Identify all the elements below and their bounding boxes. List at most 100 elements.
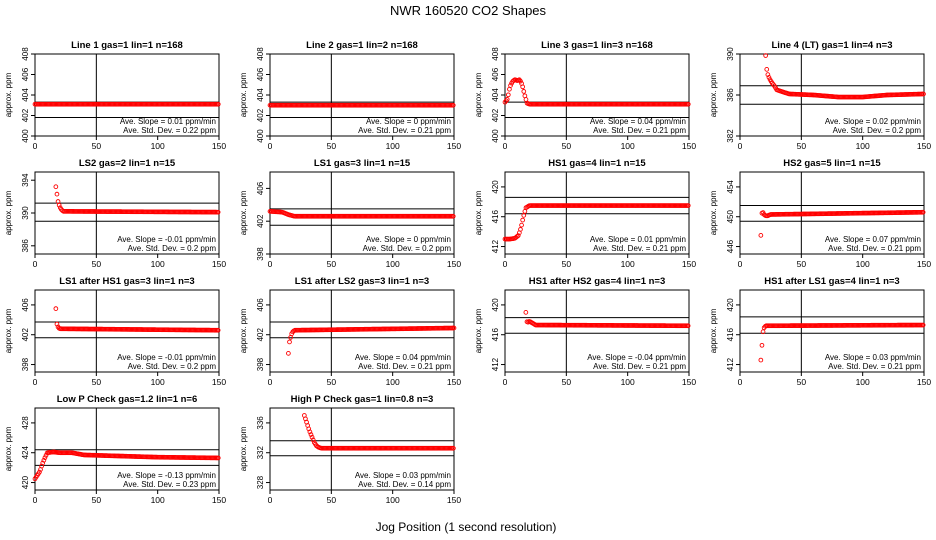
x-tick-label: 50 bbox=[797, 377, 807, 387]
x-tick-label: 0 bbox=[268, 377, 273, 387]
x-tick-label: 100 bbox=[151, 259, 165, 269]
data-point bbox=[451, 445, 456, 451]
data-point bbox=[53, 184, 59, 190]
y-axis-label: approx. ppm bbox=[4, 72, 13, 117]
panel-4: Line 4 (LT) gas=1 lin=4 n=3 approx. ppm 0 5… bbox=[709, 40, 931, 151]
data-point bbox=[519, 222, 524, 228]
y-tick-label: 406 bbox=[256, 67, 265, 81]
data-point bbox=[760, 329, 766, 335]
data-point bbox=[685, 323, 691, 329]
panel-title: HS1 gas=4 lin=1 n=15 bbox=[548, 158, 646, 169]
data-point bbox=[37, 469, 42, 475]
y-tick-label: 416 bbox=[491, 328, 500, 342]
stats-annotation: Ave. Slope = 0.02 ppm/min bbox=[825, 117, 921, 126]
x-tick-label: 150 bbox=[917, 259, 931, 269]
stats-annotation: Ave. Slope = -0.13 ppm/min bbox=[117, 471, 216, 480]
data-point bbox=[54, 191, 60, 197]
data-point bbox=[515, 233, 521, 238]
data-series bbox=[32, 101, 221, 107]
x-tick-label: 100 bbox=[386, 259, 400, 269]
y-tick-label: 406 bbox=[21, 298, 30, 312]
stats-annotation: Ave. Slope = 0.07 ppm/min bbox=[825, 235, 921, 244]
y-axis-label: approx. ppm bbox=[239, 72, 248, 117]
data-point bbox=[921, 91, 926, 97]
data-series bbox=[53, 306, 221, 333]
plot-frame bbox=[34, 407, 220, 491]
y-axis-label: approx. ppm bbox=[4, 308, 13, 353]
x-tick-label: 150 bbox=[447, 259, 461, 269]
x-tick-label: 100 bbox=[386, 141, 400, 151]
data-point bbox=[514, 234, 520, 239]
x-tick-label: 0 bbox=[33, 259, 38, 269]
x-tick-label: 100 bbox=[621, 377, 635, 387]
stats-annotation: Ave. Slope = 0 ppm/min bbox=[366, 235, 451, 244]
data-point bbox=[521, 213, 527, 218]
data-series bbox=[758, 209, 926, 238]
y-tick-label: 404 bbox=[256, 88, 265, 102]
data-point bbox=[505, 92, 511, 98]
data-point bbox=[521, 89, 527, 94]
y-tick-label: 406 bbox=[256, 298, 265, 312]
x-tick-label: 50 bbox=[797, 259, 807, 269]
data-point bbox=[56, 202, 62, 208]
y-tick-label: 454 bbox=[726, 180, 735, 194]
x-tick-label: 0 bbox=[33, 377, 38, 387]
x-tick-label: 150 bbox=[447, 495, 461, 505]
stats-annotation: Ave. Std. Dev. = 0.21 ppm bbox=[828, 362, 921, 371]
y-tick-label: 412 bbox=[726, 357, 735, 371]
x-tick-label: 100 bbox=[151, 495, 165, 505]
plot-frame bbox=[269, 289, 455, 373]
x-tick-label: 50 bbox=[562, 259, 572, 269]
x-tick-label: 0 bbox=[503, 259, 508, 269]
y-axis-label: approx. ppm bbox=[709, 308, 718, 353]
data-point bbox=[685, 203, 691, 208]
y-tick-label: 402 bbox=[256, 328, 265, 342]
data-series bbox=[523, 310, 691, 329]
data-point bbox=[451, 325, 457, 331]
data-series bbox=[758, 322, 926, 363]
data-point bbox=[518, 227, 523, 232]
y-tick-label: 400 bbox=[256, 129, 265, 143]
data-point bbox=[286, 351, 291, 356]
y-tick-label: 420 bbox=[726, 298, 735, 312]
x-tick-label: 0 bbox=[33, 495, 38, 505]
stats-annotation: Ave. Slope = 0.01 ppm/min bbox=[120, 117, 216, 126]
figure-title: NWR 160520 CO2 Shapes bbox=[390, 3, 547, 18]
data-point bbox=[765, 72, 771, 77]
data-point bbox=[523, 310, 529, 315]
panel-8: HS2 gas=5 lin=1 n=15 approx. ppm 0 50 100 150… bbox=[709, 158, 931, 269]
x-tick-label: 100 bbox=[856, 259, 870, 269]
panel-title: LS1 after HS1 gas=3 lin=1 n=3 bbox=[59, 276, 194, 287]
y-tick-label: 408 bbox=[21, 47, 30, 61]
panel-14: High P Check gas=1 lin=0.8 n=3 approx. pp… bbox=[239, 394, 461, 505]
stats-annotation: Ave. Slope = 0.01 ppm/min bbox=[590, 235, 686, 244]
x-tick-label: 50 bbox=[327, 259, 337, 269]
y-tick-label: 400 bbox=[491, 129, 500, 143]
panel-10: LS1 after LS2 gas=3 lin=1 n=3 approx. ppm… bbox=[239, 276, 461, 387]
panel-title: Line 2 gas=1 lin=2 n=168 bbox=[306, 40, 418, 51]
x-tick-label: 0 bbox=[738, 141, 743, 151]
panel-title: Line 4 (LT) gas=1 lin=4 n=3 bbox=[772, 40, 893, 51]
stats-annotation: Ave. Slope = -0.01 ppm/min bbox=[117, 353, 216, 362]
data-series bbox=[53, 184, 221, 215]
x-tick-label: 150 bbox=[212, 141, 226, 151]
panels-grid: Line 1 gas=1 lin=1 n=168 approx. ppm 0 50 10… bbox=[4, 40, 931, 505]
stats-annotation: Ave. Slope = -0.04 ppm/min bbox=[587, 353, 686, 362]
stats-annotation: Ave. Slope = 0.03 ppm/min bbox=[825, 353, 921, 362]
y-tick-label: 398 bbox=[256, 357, 265, 371]
y-tick-label: 406 bbox=[491, 67, 500, 81]
data-series bbox=[267, 102, 456, 108]
y-axis-label: approx. ppm bbox=[4, 426, 13, 471]
y-tick-label: 406 bbox=[21, 67, 30, 81]
panel-1: Line 1 gas=1 lin=1 n=168 approx. ppm 0 50 10… bbox=[4, 40, 226, 151]
x-tick-label: 0 bbox=[738, 259, 743, 269]
x-tick-label: 50 bbox=[327, 495, 337, 505]
data-point bbox=[308, 432, 314, 437]
data-point bbox=[450, 213, 456, 219]
data-point bbox=[215, 101, 221, 107]
stats-annotation: Ave. Std. Dev. = 0.21 ppm bbox=[828, 244, 921, 253]
data-point bbox=[520, 84, 526, 90]
x-tick-label: 150 bbox=[682, 377, 696, 387]
data-point bbox=[766, 75, 772, 80]
